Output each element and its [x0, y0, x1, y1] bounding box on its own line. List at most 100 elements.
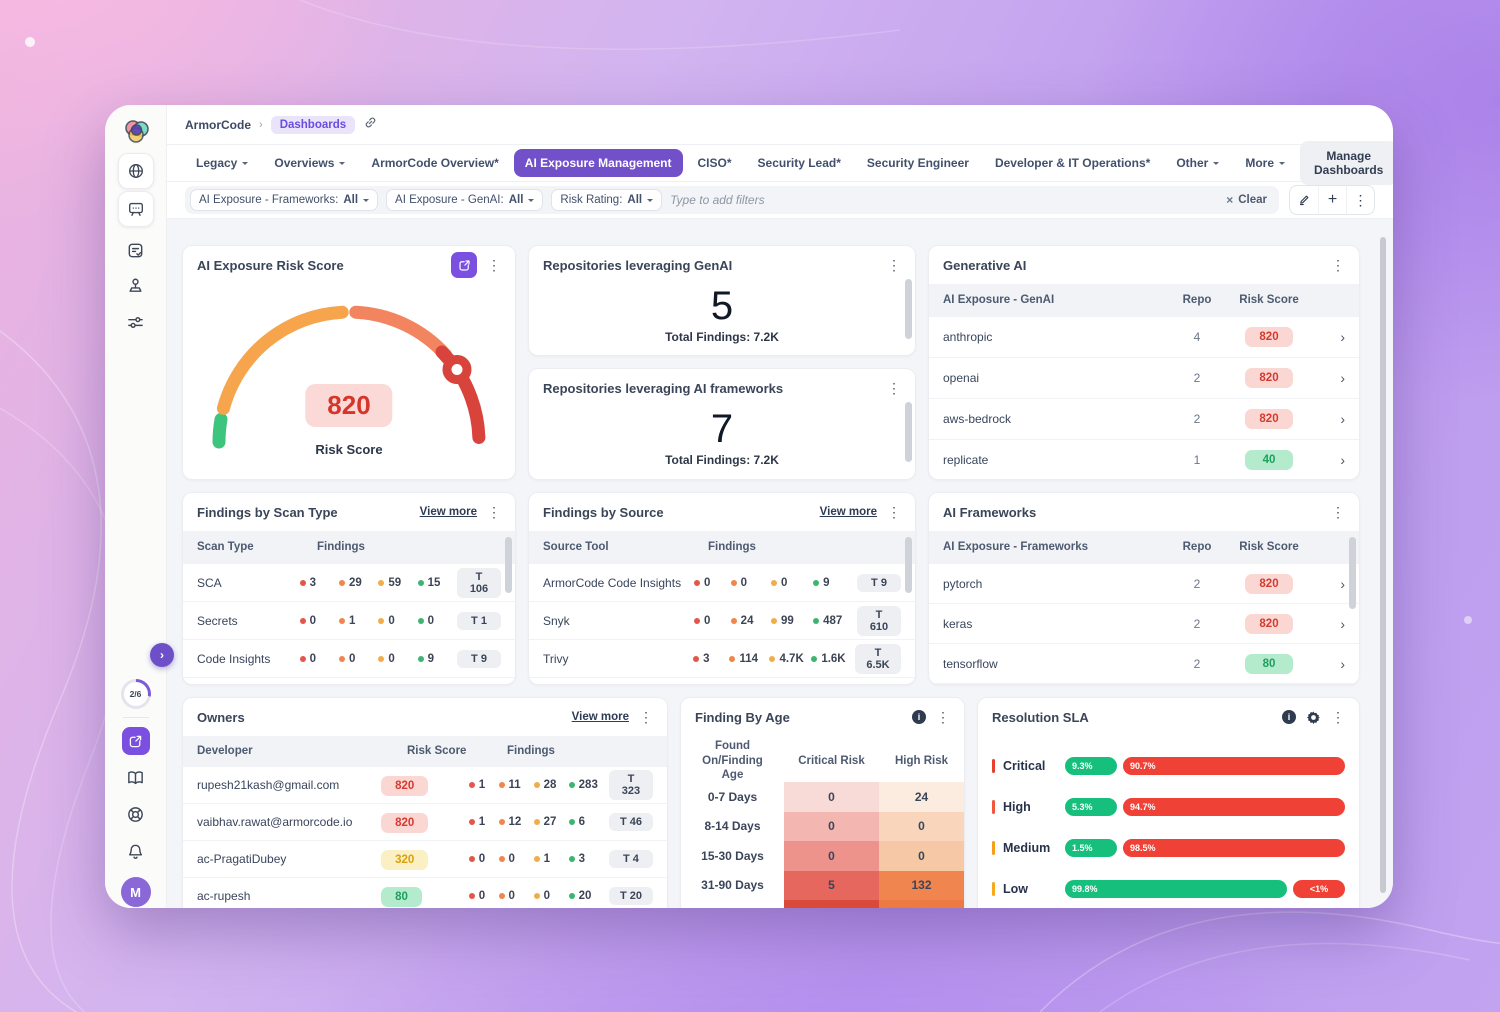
notes-nav-icon[interactable]	[124, 238, 148, 262]
chevron-right-icon[interactable]: ›	[1340, 615, 1345, 632]
docs-book-icon[interactable]	[124, 765, 148, 789]
tab-more[interactable]: More	[1234, 149, 1296, 177]
sla-pass-bar[interactable]: 1.5%	[1065, 839, 1117, 857]
sla-pass-bar[interactable]: 99.8%	[1065, 880, 1287, 898]
dashboards-nav-icon[interactable]	[117, 191, 154, 227]
globe-nav-icon[interactable]	[117, 153, 154, 189]
info-icon[interactable]: i	[912, 710, 926, 724]
help-lifebuoy-icon[interactable]	[124, 802, 148, 826]
table-row[interactable]: aws-bedrock 2 820 ›	[929, 398, 1359, 439]
view-more-link[interactable]: View more	[571, 711, 629, 723]
table-row[interactable]: tensorflow 2 80 ›	[929, 643, 1359, 683]
tab-ai-exposure-management[interactable]: AI Exposure Management	[513, 149, 683, 177]
table-row[interactable]: Trivy 3 114 4.7K 1.6K T 6.5K	[529, 639, 915, 677]
sla-fail-bar[interactable]: <1%	[1293, 880, 1345, 898]
table-row[interactable]: ac-rupesh 80 0 0 0 20 T 20	[183, 877, 667, 908]
user-avatar[interactable]: M	[120, 877, 151, 907]
heat-cell-critical[interactable]: 0	[784, 841, 879, 871]
breadcrumb-root[interactable]: ArmorCode	[185, 117, 252, 132]
page-scrollbar[interactable]	[1380, 237, 1386, 893]
joystick-nav-icon[interactable]	[124, 273, 148, 297]
card-menu-icon[interactable]: ⋮	[887, 257, 901, 273]
card-menu-icon[interactable]: ⋮	[887, 380, 901, 396]
table-row[interactable]: Code Insights 0 0 0 9 T 9	[183, 639, 515, 677]
table-row[interactable]: Snyk 0 24 99 487 T 610	[529, 601, 915, 639]
add-widget-button[interactable]: +	[1318, 186, 1346, 214]
table-row[interactable]: pytorch 2 820 ›	[929, 563, 1359, 603]
notifications-bell-icon[interactable]	[124, 839, 148, 863]
table-row[interactable]: keras 2 820 ›	[929, 603, 1359, 643]
filter-chip-genai[interactable]: AI Exposure - GenAI: All	[386, 189, 544, 211]
sla-pass-bar[interactable]: 9.3%	[1065, 757, 1117, 775]
card-menu-icon[interactable]: ⋮	[1331, 709, 1345, 725]
tab-security-lead[interactable]: Security Lead*	[757, 156, 841, 170]
card-menu-icon[interactable]: ⋮	[936, 709, 950, 725]
table-row[interactable]: rupesh21kash@gmail.com 820 1 11 28 283 T…	[183, 766, 667, 803]
table-row[interactable]: ac-PragatiDubey 320 0 0 1 3 T 4	[183, 840, 667, 877]
heat-cell-high[interactable]: 0	[879, 841, 964, 871]
copy-link-icon[interactable]	[363, 115, 378, 135]
heatmap-row[interactable]: 15-30 Days 0 0	[681, 841, 964, 871]
table-row[interactable]: ArmorCode Code Insights 0 0 0 9 T 9	[529, 563, 915, 601]
card-scrollbar[interactable]	[905, 279, 912, 339]
tab-armorcode-overview[interactable]: ArmorCode Overview*	[371, 156, 499, 170]
info-icon[interactable]: i	[1282, 710, 1296, 724]
sliders-nav-icon[interactable]	[124, 310, 148, 334]
chevron-right-icon[interactable]: ›	[1340, 329, 1345, 345]
tab-ciso[interactable]: CISO*	[697, 156, 732, 170]
chevron-right-icon[interactable]: ›	[1340, 370, 1345, 386]
heat-cell-critical[interactable]: 0	[784, 811, 879, 841]
heat-cell-high[interactable]: 132	[879, 870, 964, 900]
table-row[interactable]: SCA 3 29 59 15 T 106	[183, 563, 515, 601]
chevron-right-icon[interactable]: ›	[1340, 655, 1345, 672]
chevron-right-icon[interactable]: ›	[1340, 411, 1345, 427]
table-row[interactable]: vaibhav.rawat@armorcode.io 820 1 12 27 6…	[183, 803, 667, 840]
view-more-link[interactable]: View more	[819, 506, 877, 518]
onboarding-progress-badge[interactable]: 2/6	[120, 679, 151, 709]
manage-dashboards-button[interactable]: Manage Dashboards	[1300, 141, 1393, 185]
clear-filters-button[interactable]: × Clear	[1226, 193, 1267, 207]
card-menu-icon[interactable]: ⋮	[487, 257, 501, 273]
filter-input[interactable]	[670, 193, 1219, 207]
sla-fail-bar[interactable]: 98.5%	[1123, 839, 1345, 857]
card-menu-icon[interactable]: ⋮	[1331, 257, 1345, 273]
tab-other[interactable]: Other	[1165, 149, 1230, 177]
filter-chip-frameworks[interactable]: AI Exposure - Frameworks: All	[190, 189, 379, 211]
ai-share-icon[interactable]	[451, 252, 477, 278]
card-menu-icon[interactable]: ⋮	[639, 709, 653, 725]
heat-cell-critical[interactable]: 0	[784, 782, 879, 812]
card-scrollbar[interactable]	[1349, 537, 1356, 609]
more-options-icon[interactable]: ⋮	[1346, 186, 1374, 214]
card-menu-icon[interactable]: ⋮	[1331, 504, 1345, 520]
filter-chip-risk-rating[interactable]: Risk Rating: All	[551, 189, 663, 211]
tab-legacy[interactable]: Legacy	[185, 149, 259, 177]
table-row[interactable]: Secrets 0 1 0 0 T 1	[183, 601, 515, 639]
sla-pass-bar[interactable]: 5.3%	[1065, 798, 1117, 816]
card-scrollbar[interactable]	[905, 537, 912, 593]
heat-cell-critical[interactable]: 5	[784, 870, 879, 900]
view-more-link[interactable]: View more	[419, 506, 477, 518]
breadcrumb-current[interactable]: Dashboards	[270, 115, 356, 134]
edit-filters-button[interactable]	[1290, 186, 1318, 214]
heatmap-row[interactable]: 0-7 Days 0 24	[681, 782, 964, 812]
tab-developer-it-operations[interactable]: Developer & IT Operations*	[994, 156, 1151, 170]
card-scrollbar[interactable]	[505, 537, 512, 593]
heatmap-row[interactable]: 31-90 Days 5 132	[681, 870, 964, 900]
card-scrollbar[interactable]	[905, 402, 912, 462]
sidebar-expand-button[interactable]: ›	[150, 643, 174, 667]
settings-gear-icon[interactable]	[1306, 710, 1321, 725]
tab-security-engineer[interactable]: Security Engineer	[866, 156, 969, 170]
tab-overviews[interactable]: Overviews	[263, 149, 356, 177]
chevron-right-icon[interactable]: ›	[1340, 575, 1345, 592]
sla-fail-bar[interactable]: 94.7%	[1123, 798, 1345, 816]
table-row[interactable]: openai 2 820 ›	[929, 357, 1359, 398]
card-menu-icon[interactable]: ⋮	[887, 504, 901, 520]
heatmap-row[interactable]: 8-14 Days 0 0	[681, 811, 964, 841]
heat-cell-high[interactable]: 0	[879, 811, 964, 841]
heat-cell-high[interactable]: 24	[879, 782, 964, 812]
card-menu-icon[interactable]: ⋮	[487, 504, 501, 520]
chevron-right-icon[interactable]: ›	[1340, 452, 1345, 468]
table-row[interactable]: replicate 1 40 ›	[929, 439, 1359, 479]
sla-fail-bar[interactable]: 90.7%	[1123, 757, 1345, 775]
table-row[interactable]: anthropic 4 820 ›	[929, 316, 1359, 357]
